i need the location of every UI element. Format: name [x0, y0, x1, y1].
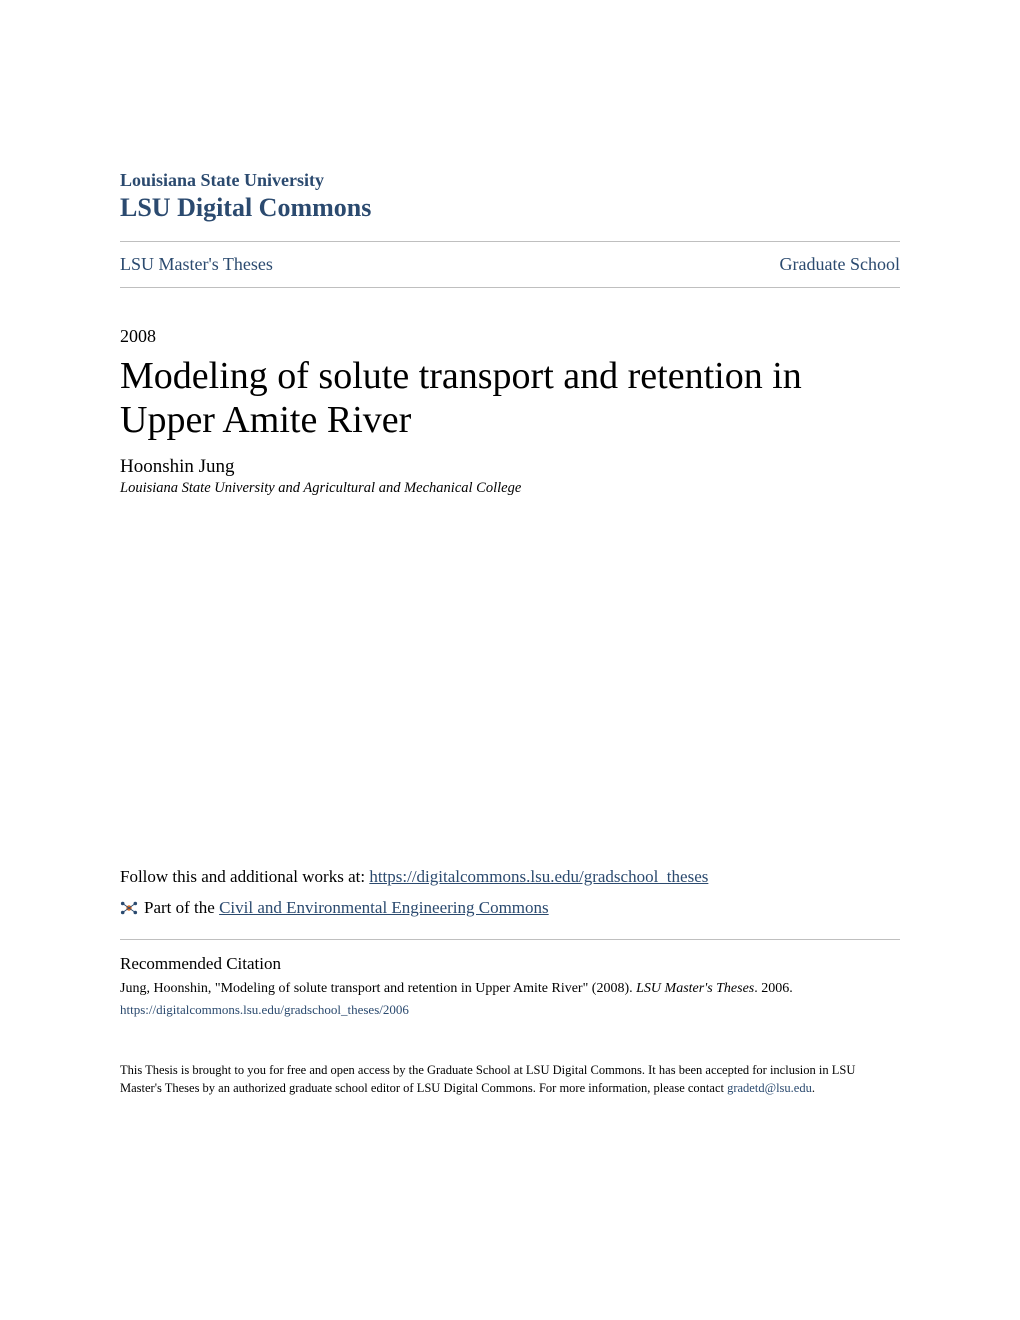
follow-line: Follow this and additional works at: htt… [120, 864, 900, 890]
part-of-text: Part of the Civil and Environmental Engi… [144, 894, 549, 921]
citation-prefix: Jung, Hoonshin, "Modeling of solute tran… [120, 981, 636, 996]
header-block: Louisiana State University LSU Digital C… [120, 170, 900, 223]
repository-name[interactable]: LSU Digital Commons [120, 193, 900, 223]
parent-collection-link[interactable]: Graduate School [780, 254, 900, 275]
citation-url-link[interactable]: https://digitalcommons.lsu.edu/gradschoo… [120, 1001, 900, 1019]
footer-text-suffix: . [812, 1081, 815, 1095]
divider [120, 287, 900, 288]
divider [120, 939, 900, 940]
part-of-prefix: Part of the [144, 898, 219, 917]
discipline-link[interactable]: Civil and Environmental Engineering Comm… [219, 898, 549, 917]
part-of-line: Part of the Civil and Environmental Engi… [120, 894, 900, 921]
contact-email-link[interactable]: gradetd@lsu.edu [727, 1081, 812, 1095]
footer-note: This Thesis is brought to you for free a… [120, 1062, 900, 1097]
network-icon [120, 898, 138, 916]
collection-link[interactable]: LSU Master's Theses [120, 254, 273, 275]
citation-suffix: . 2006. [754, 981, 793, 996]
university-name: Louisiana State University [120, 170, 900, 191]
citation-text: Jung, Hoonshin, "Modeling of solute tran… [120, 980, 900, 1018]
document-title: Modeling of solute transport and retenti… [120, 355, 900, 442]
follow-prefix: Follow this and additional works at: [120, 867, 369, 886]
publication-year: 2008 [120, 326, 900, 347]
collection-url-link[interactable]: https://digitalcommons.lsu.edu/gradschoo… [369, 867, 708, 886]
author-affiliation: Louisiana State University and Agricultu… [120, 480, 900, 497]
follow-block: Follow this and additional works at: htt… [120, 864, 900, 1097]
breadcrumb-row: LSU Master's Theses Graduate School [120, 242, 900, 287]
author-name: Hoonshin Jung [120, 456, 900, 478]
citation-series: LSU Master's Theses [636, 981, 754, 996]
recommended-citation-heading: Recommended Citation [120, 954, 900, 974]
